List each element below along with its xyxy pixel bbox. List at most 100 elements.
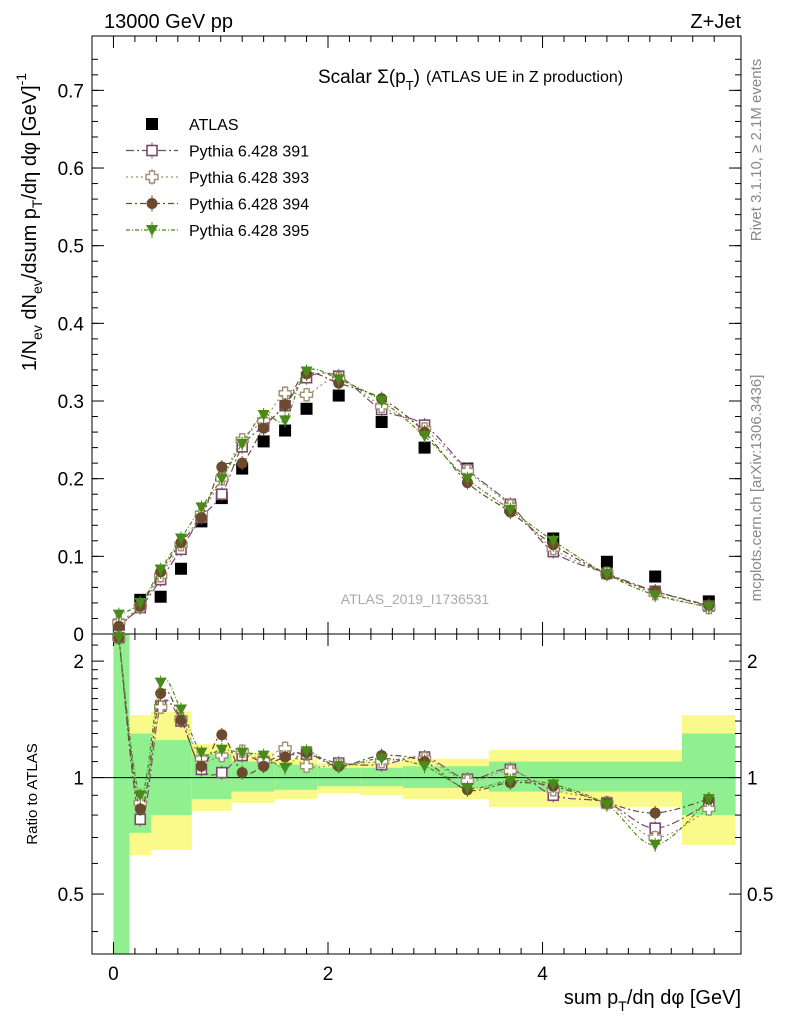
data-point-p395 xyxy=(332,374,345,386)
main-ytick-label: 0.6 xyxy=(58,159,84,180)
data-point-p395 xyxy=(375,753,388,765)
data-point-ATLAS xyxy=(154,590,167,603)
data-point-ATLAS xyxy=(649,570,662,583)
plot-title-sub: T xyxy=(406,78,414,93)
data-point-p391 xyxy=(216,488,228,501)
data-point-p394 xyxy=(216,729,228,741)
data-point-p395 xyxy=(461,473,474,485)
data-point-p395 xyxy=(649,839,662,851)
data-point-p395 xyxy=(600,799,613,811)
data-point-p395 xyxy=(257,409,270,421)
data-point-p395 xyxy=(504,775,517,787)
data-point-p395 xyxy=(279,415,292,427)
data-point-p395 xyxy=(215,744,228,756)
band-green-0 xyxy=(113,634,130,954)
legend-label-ATLAS: ATLAS xyxy=(189,117,239,134)
x-axis-label-a: sum p xyxy=(564,987,618,1009)
series-line-p395 xyxy=(118,637,710,846)
data-point-ATLAS xyxy=(279,424,292,437)
ratio-panel: 0 2 4 0.5 0.5 1 1 2 2 xyxy=(58,630,773,985)
data-point-p394 xyxy=(279,751,291,763)
ratio-ytick-label-right: 1 xyxy=(747,769,758,790)
data-point-p395 xyxy=(418,430,431,442)
x-tick-label: 0 xyxy=(108,964,119,985)
x-axis-label-sub: T xyxy=(618,998,627,1014)
data-point-p395 xyxy=(134,597,147,609)
series-line-p393 xyxy=(118,377,709,623)
legend-label-p395: Pythia 6.428 395 xyxy=(189,223,309,240)
plot-title-main: Scalar Σ(p xyxy=(318,67,406,88)
legend-marker-p394 xyxy=(146,198,158,209)
data-point-ATLAS xyxy=(175,562,188,575)
ratio-y-axis-label: Ratio to ATLAS xyxy=(24,743,41,844)
process-label: Z+Jet xyxy=(690,11,741,33)
data-point-p394 xyxy=(649,807,661,819)
data-point-p395 xyxy=(702,601,715,613)
legend-label-p393: Pythia 6.428 393 xyxy=(189,170,309,187)
x-tick-label: 4 xyxy=(537,964,548,985)
data-point-p394 xyxy=(175,714,187,726)
x-axis-label: sum pT/dη dφ [GeV] xyxy=(564,987,741,1014)
data-point-p395 xyxy=(175,704,188,716)
data-point-ATLAS xyxy=(300,402,313,415)
data-point-p391 xyxy=(216,766,228,779)
data-point-ATLAS xyxy=(600,555,613,568)
data-point-p395 xyxy=(112,609,125,621)
data-point-ATLAS xyxy=(332,389,345,402)
series-line-p391 xyxy=(118,372,709,626)
x-axis-label-b: /dη dφ [GeV] xyxy=(627,987,741,1009)
energy-label: 13000 GeV pp xyxy=(104,11,233,33)
data-point-p395 xyxy=(600,569,613,581)
data-point-p393 xyxy=(299,759,314,773)
data-point-p394 xyxy=(236,767,248,779)
data-point-p395 xyxy=(236,747,249,759)
plot-title-close: ) xyxy=(414,67,420,88)
legend-marker-p395 xyxy=(146,225,158,236)
data-point-p395 xyxy=(332,761,345,773)
data-point-p394 xyxy=(258,760,270,772)
data-point-p393 xyxy=(299,388,314,402)
x-tick-label: 2 xyxy=(323,964,334,985)
data-point-p395 xyxy=(154,677,167,689)
series-p393-[object Object] xyxy=(112,630,716,845)
main-ytick-label: 0.5 xyxy=(58,237,84,258)
band-green-10 xyxy=(564,761,682,792)
main-y-axis-label: 1/Nev dNev/dsum pT/dη dφ [GeV]-1 xyxy=(13,73,45,371)
data-point-p393 xyxy=(153,700,168,714)
data-point-p395 xyxy=(236,438,249,450)
data-point-p395 xyxy=(702,794,715,806)
data-point-p394 xyxy=(258,422,270,434)
data-point-p394 xyxy=(195,760,207,772)
main-ytick-label: 0 xyxy=(73,625,84,646)
legend-label-p391: Pythia 6.428 391 xyxy=(189,144,309,161)
data-point-p395 xyxy=(547,535,560,547)
data-point-p395 xyxy=(504,504,517,516)
data-point-p395 xyxy=(175,533,188,545)
legend-marker-p393 xyxy=(145,170,159,184)
data-point-p395 xyxy=(461,782,474,794)
band-green-7 xyxy=(360,767,404,787)
ratio-ytick-label-right: 0.5 xyxy=(747,885,773,906)
data-point-p395 xyxy=(112,632,125,644)
ratio-ytick-label-right: 2 xyxy=(747,652,758,673)
plot-title-note: (ATLAS UE in Z production) xyxy=(426,69,623,86)
data-point-ATLAS xyxy=(418,441,431,454)
uncertainty-bands xyxy=(113,634,736,954)
data-point-p395 xyxy=(418,761,431,773)
data-point-ATLAS xyxy=(375,415,388,428)
main-ytick-label: 0.1 xyxy=(58,547,84,568)
ratio-frame xyxy=(91,633,742,955)
data-point-p394 xyxy=(195,512,207,524)
legend-label-p394: Pythia 6.428 394 xyxy=(189,197,309,214)
data-point-p394 xyxy=(134,803,146,815)
main-ytick-label: 0.2 xyxy=(58,470,84,491)
analysis-watermark: ATLAS_2019_I1736531 xyxy=(341,591,490,607)
series-p395-[object Object] xyxy=(112,364,715,622)
band-green-6 xyxy=(317,767,361,787)
data-point-p395 xyxy=(215,473,228,485)
main-ytick-label: 0.4 xyxy=(58,314,85,335)
data-point-p395 xyxy=(547,779,560,791)
data-point-p395 xyxy=(279,762,292,774)
rivet-label: Rivet 3.1.10, ≥ 2.1M events xyxy=(748,59,765,242)
data-point-p395 xyxy=(195,747,208,759)
